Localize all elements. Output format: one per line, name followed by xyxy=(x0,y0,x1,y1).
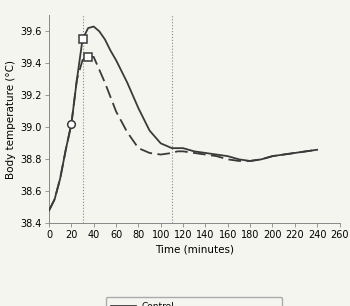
X-axis label: Time (minutes): Time (minutes) xyxy=(155,244,234,255)
Y-axis label: Body temperature (°C): Body temperature (°C) xyxy=(6,60,16,179)
Legend: Control, Wetted, Animals in the working chute, Animals returned to their pen: Control, Wetted, Animals in the working … xyxy=(106,297,282,306)
